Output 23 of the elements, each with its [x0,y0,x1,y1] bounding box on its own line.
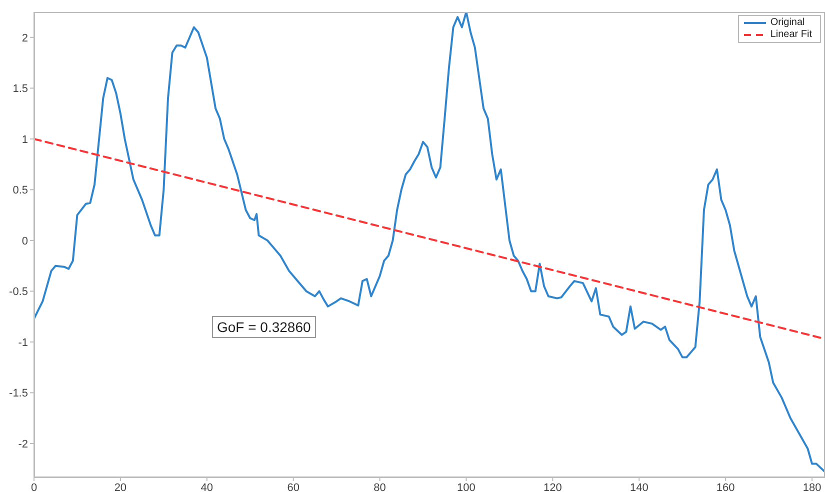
x-tick-label: 60 [287,482,300,494]
line-series [34,12,825,473]
y-tick-label: 0 [22,235,28,248]
y-tick-label: 0.5 [12,184,28,197]
y-tick-label: 2 [22,32,28,44]
y-tick-label: -1.5 [9,388,28,400]
x-tick-label: 160 [716,482,735,494]
y-tick-label: -1 [18,336,28,349]
x-tick-label: 120 [544,482,562,494]
x-tick-label: 80 [374,482,386,494]
x-tick-label: 0 [30,482,38,494]
x-tick-label: 20 [114,482,127,494]
annotation: GoF = 0.32860 [212,316,316,338]
legend-label: Original [770,17,805,29]
y-tick-label: 1 [22,134,28,146]
y-tick-label: -0.5 [9,286,28,298]
x-tick-label: 140 [630,482,648,494]
x-tick-label: 40 [200,482,214,494]
y-tick-label: 1.5 [12,83,28,96]
x-tick-label: 100 [457,482,476,494]
legend-label: Linear Fit [770,29,812,41]
x-tick-label: 180 [802,482,822,494]
y-tick-label: -2 [18,438,28,450]
